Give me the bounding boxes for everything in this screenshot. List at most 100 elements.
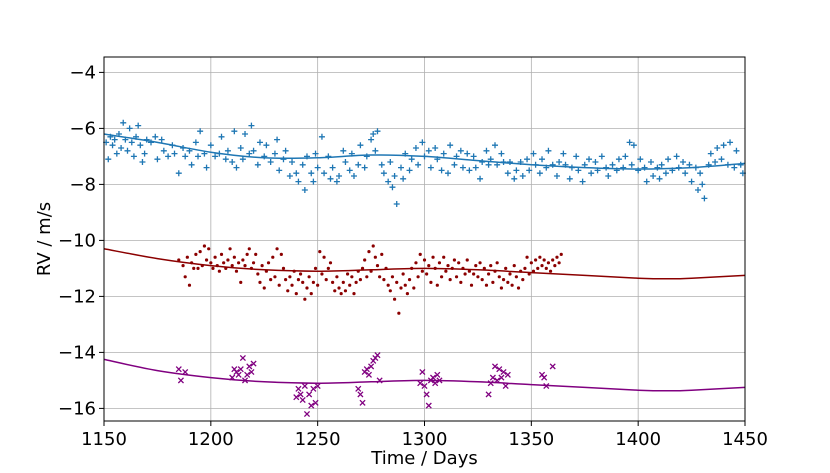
data-point: [209, 261, 213, 265]
data-point: [226, 258, 230, 262]
data-point: [217, 269, 221, 273]
data-point: [499, 286, 504, 290]
data-point: [368, 363, 375, 370]
data-point: [737, 161, 744, 168]
data-point: [429, 374, 437, 381]
data-point: [665, 156, 672, 163]
data-point: [390, 275, 395, 279]
data-point: [519, 173, 526, 179]
data-point: [360, 266, 365, 270]
data-point: [461, 266, 465, 270]
data-point: [274, 136, 281, 143]
data-point: [536, 170, 543, 177]
data-point: [538, 255, 542, 259]
data-point: [207, 142, 214, 149]
data-point: [445, 170, 452, 177]
data-point: [371, 244, 375, 248]
data-point: [385, 178, 392, 185]
data-point: [415, 161, 422, 168]
data-point: [239, 354, 246, 362]
data-point: [237, 261, 241, 265]
data-point: [301, 382, 308, 390]
data-point: [615, 156, 622, 163]
data-point: [290, 283, 294, 287]
data-point: [308, 170, 315, 177]
data-point: [312, 399, 319, 406]
data-point: [267, 159, 274, 165]
data-point: [622, 153, 629, 160]
data-point: [489, 374, 496, 381]
data-point: [120, 119, 127, 126]
data-point: [182, 153, 189, 160]
data-point: [237, 366, 244, 373]
data-point: [318, 250, 322, 254]
data-point: [501, 278, 506, 282]
data-point: [363, 153, 370, 160]
data-point: [457, 147, 464, 154]
data-point: [399, 286, 403, 290]
data-point: [579, 178, 586, 185]
data-point: [254, 161, 261, 168]
data-point: [169, 142, 176, 149]
data-point: [177, 258, 181, 262]
data-point: [224, 147, 231, 154]
data-point: [297, 391, 304, 398]
data-point: [439, 275, 444, 279]
data-point: [474, 264, 478, 268]
data-point: [306, 391, 313, 398]
data-point: [557, 261, 561, 265]
y-tick-label: −16: [58, 398, 96, 419]
data-point: [483, 147, 490, 154]
x-tick-label: 1250: [295, 429, 341, 450]
data-point: [374, 352, 381, 359]
data-point: [384, 266, 388, 270]
data-point: [419, 368, 426, 376]
data-point: [405, 292, 410, 296]
data-point: [454, 275, 459, 279]
data-point: [626, 139, 633, 146]
data-point: [654, 164, 661, 171]
data-point: [230, 264, 234, 268]
data-point: [284, 278, 288, 282]
data-point: [536, 266, 540, 270]
data-point: [491, 363, 499, 370]
data-point: [113, 150, 120, 157]
data-point: [529, 261, 533, 265]
data-point: [234, 269, 239, 273]
data-point: [504, 371, 511, 378]
data-point: [470, 153, 477, 160]
data-point: [701, 195, 708, 202]
data-point: [613, 167, 620, 174]
data-point: [549, 161, 556, 168]
data-point: [207, 247, 211, 251]
data-point: [680, 159, 687, 165]
data-point: [480, 278, 484, 282]
data-point: [457, 261, 461, 265]
data-point: [562, 161, 569, 168]
data-point: [514, 275, 518, 279]
data-point: [249, 266, 254, 270]
data-point: [339, 292, 343, 296]
data-point: [539, 156, 546, 163]
data-point: [431, 255, 435, 259]
y-tick-label: −10: [58, 230, 96, 251]
data-point: [324, 278, 328, 282]
data-point: [489, 264, 493, 268]
data-point: [293, 394, 300, 401]
data-point: [465, 258, 469, 262]
data-point: [498, 374, 505, 381]
data-point: [494, 377, 501, 384]
data-point: [292, 269, 296, 273]
data-point: [286, 173, 293, 179]
data-point: [380, 252, 384, 256]
data-point: [111, 136, 118, 143]
data-point: [235, 371, 242, 378]
data-point: [314, 382, 321, 390]
data-point: [288, 275, 292, 279]
data-point: [526, 167, 533, 174]
data-point: [273, 275, 277, 279]
data-point: [346, 167, 353, 174]
data-point: [635, 167, 642, 174]
data-point: [402, 150, 409, 157]
data-point: [421, 153, 428, 160]
